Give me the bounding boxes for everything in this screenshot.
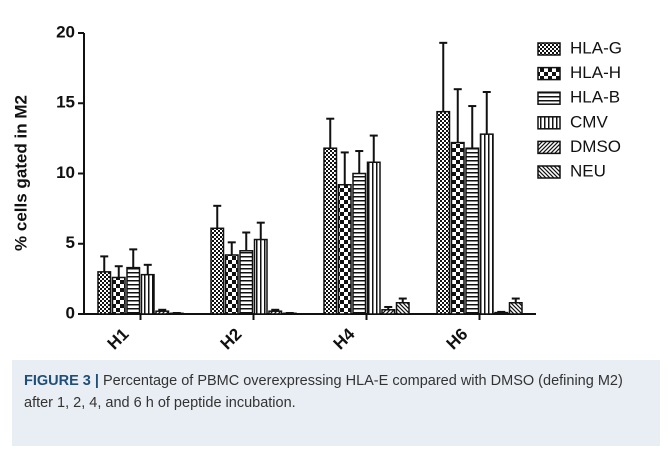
caption-label: FIGURE 3 |: [24, 373, 99, 389]
bar: [268, 310, 283, 315]
y-tick-label: 0: [66, 303, 75, 322]
bar: [395, 302, 410, 315]
x-tick-label: H1: [104, 325, 133, 354]
y-tick-label: 5: [66, 233, 75, 252]
bar: [436, 110, 451, 315]
bar: [169, 312, 184, 315]
bar: [239, 250, 254, 315]
bar: [366, 161, 381, 315]
bar: [465, 147, 480, 315]
caption-text: Percentage of PBMC overexpressing HLA-E …: [24, 373, 623, 411]
y-tick-label: 10: [56, 163, 75, 182]
bar: [337, 183, 352, 315]
x-tick-label: H6: [443, 325, 472, 354]
bar: [155, 310, 170, 315]
legend-swatch: [537, 116, 561, 130]
legend-label: DMSO: [570, 137, 621, 156]
bar: [352, 172, 367, 315]
x-tick-label: H4: [330, 324, 359, 353]
legend-label: HLA-H: [570, 63, 621, 82]
bar: [450, 141, 465, 315]
bar: [381, 309, 396, 315]
bar: [126, 266, 141, 315]
bar: [282, 312, 297, 315]
bar: [508, 302, 523, 315]
legend-swatch: [537, 91, 561, 105]
chart: % cells gated in M2 0 5 10 15 20 H1 H2 H4 H6 HLA-…: [11, 22, 622, 354]
y-tick-label: 15: [56, 93, 75, 112]
bar: [111, 276, 126, 315]
y-tick-label: 20: [56, 22, 75, 41]
bar: [224, 254, 239, 315]
legend-label: HLA-G: [570, 38, 622, 57]
legend-swatch: [537, 165, 561, 179]
bar: [97, 271, 112, 315]
legend-label: NEU: [570, 161, 606, 180]
legend-label: CMV: [570, 112, 608, 131]
legend-swatch: [537, 42, 561, 56]
legend-swatch: [537, 140, 561, 155]
bar: [323, 147, 338, 315]
bar: [140, 273, 155, 315]
caption: FIGURE 3 | Percentage of PBMC overexpres…: [12, 360, 660, 446]
bar: [210, 227, 225, 315]
legend-label: HLA-B: [570, 88, 620, 107]
bar: [479, 133, 494, 315]
legend-swatch: [537, 66, 561, 81]
bar: [253, 238, 268, 315]
y-axis-label: % cells gated in M2: [11, 95, 30, 251]
bar: [494, 311, 509, 315]
x-tick-label: H2: [217, 325, 246, 354]
